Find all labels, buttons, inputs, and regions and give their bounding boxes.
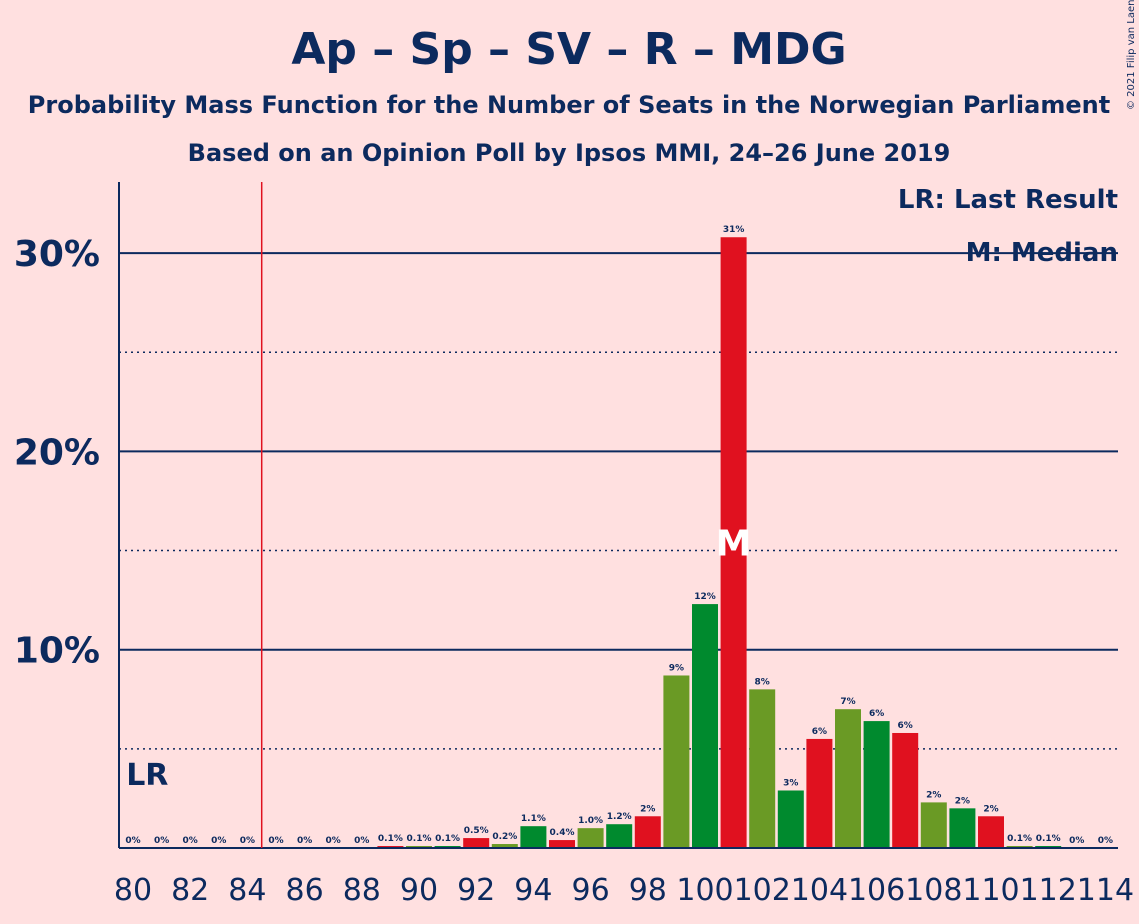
x-tick-label: 88 [343, 873, 381, 908]
bar [663, 675, 690, 848]
bar [634, 816, 661, 848]
bar-value-label: 0% [240, 836, 255, 846]
y-tick-label: 10% [14, 631, 100, 672]
x-tick-label: 90 [400, 873, 438, 908]
x-tick-label: 112 [1020, 873, 1077, 908]
bar-value-label: 1.0% [578, 816, 603, 826]
bar-value-label: 6% [812, 727, 827, 737]
bar-value-label: 0.1% [378, 834, 403, 844]
x-tick-labels: 80 82 84 86 88 90 92 94 96 98 100 102 104 106 108 110 11… [114, 873, 1134, 908]
bar [491, 844, 518, 848]
bar-value-label: 0% [125, 836, 140, 846]
bar [692, 604, 718, 848]
copyright-text: © 2021 Filip van Laenen [1126, 0, 1137, 110]
bar-value-label: 8% [755, 677, 770, 687]
bar [978, 816, 1004, 848]
bar-value-label: 0.1% [435, 834, 460, 844]
bar-value-label: 0% [326, 836, 341, 846]
bar-value-label: 1.2% [607, 812, 632, 822]
bar-value-label: 0% [154, 836, 169, 846]
bar-value-label: 0% [268, 836, 283, 846]
y-tick-labels: 10% 20% 30% [14, 234, 100, 672]
x-tick-label: 98 [629, 873, 667, 908]
chart-subtitle-1: Probability Mass Function for the Number… [28, 91, 1110, 119]
x-tick-label: 80 [114, 873, 152, 908]
bar-value-label: 0.5% [464, 826, 489, 836]
bar-value-label: 2% [983, 804, 998, 814]
bar [720, 237, 747, 849]
bar-value-label: 0% [1098, 836, 1113, 846]
bar-value-label: 9% [669, 663, 684, 673]
bar-value-label: 31% [723, 225, 745, 235]
bar-value-label: 0% [183, 836, 198, 846]
bar-value-label: 2% [955, 796, 970, 806]
last-result-label: LR [126, 758, 168, 793]
bar [949, 808, 976, 848]
bar [549, 840, 575, 848]
bar-value-label: 0% [297, 836, 312, 846]
bar [606, 824, 633, 848]
bar-value-label: 7% [840, 697, 855, 707]
bar [863, 721, 890, 848]
bar-value-label: 0% [354, 836, 369, 846]
bar-value-label: 2% [640, 804, 655, 814]
bar-value-label: 2% [926, 790, 941, 800]
bar-value-label: 0.2% [492, 832, 517, 842]
bar [892, 732, 919, 848]
chart-title: Ap – Sp – SV – R – MDG [291, 24, 846, 75]
x-tick-label: 86 [286, 873, 324, 908]
grid-lines [119, 252, 1118, 750]
bar-value-label: 6% [869, 709, 884, 719]
median-marker: M [716, 524, 752, 565]
x-tick-label: 114 [1077, 873, 1134, 908]
bar-value-label: 0.1% [1007, 834, 1032, 844]
legend-median: M: Median [966, 238, 1118, 268]
bar-value-label: 0% [211, 836, 226, 846]
x-tick-label: 108 [905, 873, 962, 908]
y-tick-label: 20% [14, 432, 100, 473]
bar [835, 709, 861, 848]
x-tick-label: 96 [572, 873, 610, 908]
x-tick-label: 106 [848, 873, 905, 908]
x-tick-label: 100 [676, 873, 733, 908]
bar [920, 802, 947, 848]
bar [777, 790, 804, 848]
bar-value-label: 0.4% [550, 828, 575, 838]
bar-value-label: 0% [1069, 836, 1084, 846]
bar [520, 826, 547, 848]
bar-value-label: 3% [783, 778, 798, 788]
bar-value-label: 0.1% [407, 834, 432, 844]
legend-last-result: LR: Last Result [898, 185, 1118, 215]
bar [577, 828, 604, 848]
x-tick-label: 102 [734, 873, 791, 908]
x-tick-label: 104 [791, 873, 848, 908]
x-tick-label: 84 [228, 873, 266, 908]
bar-value-label: 1.1% [521, 814, 546, 824]
x-tick-label: 110 [962, 873, 1019, 908]
x-tick-label: 82 [171, 873, 209, 908]
bar-value-label: 6% [898, 721, 913, 731]
bar [749, 689, 776, 848]
x-tick-label: 92 [457, 873, 495, 908]
value-labels: 0% 0% 0% 0% 0% 0% 0% 0% 0% 0.1% 0.1% 0.1%0.5%0.2%1.… [125, 225, 1113, 846]
y-tick-label: 30% [14, 234, 100, 275]
bar-value-label: 0.1% [1036, 834, 1061, 844]
x-tick-label: 94 [514, 873, 552, 908]
bar-value-label: 12% [694, 592, 716, 602]
chart-subtitle-2: Based on an Opinion Poll by Ipsos MMI, 2… [188, 139, 951, 167]
bar [806, 738, 833, 848]
bar [463, 838, 490, 848]
bar-series [377, 237, 1062, 849]
